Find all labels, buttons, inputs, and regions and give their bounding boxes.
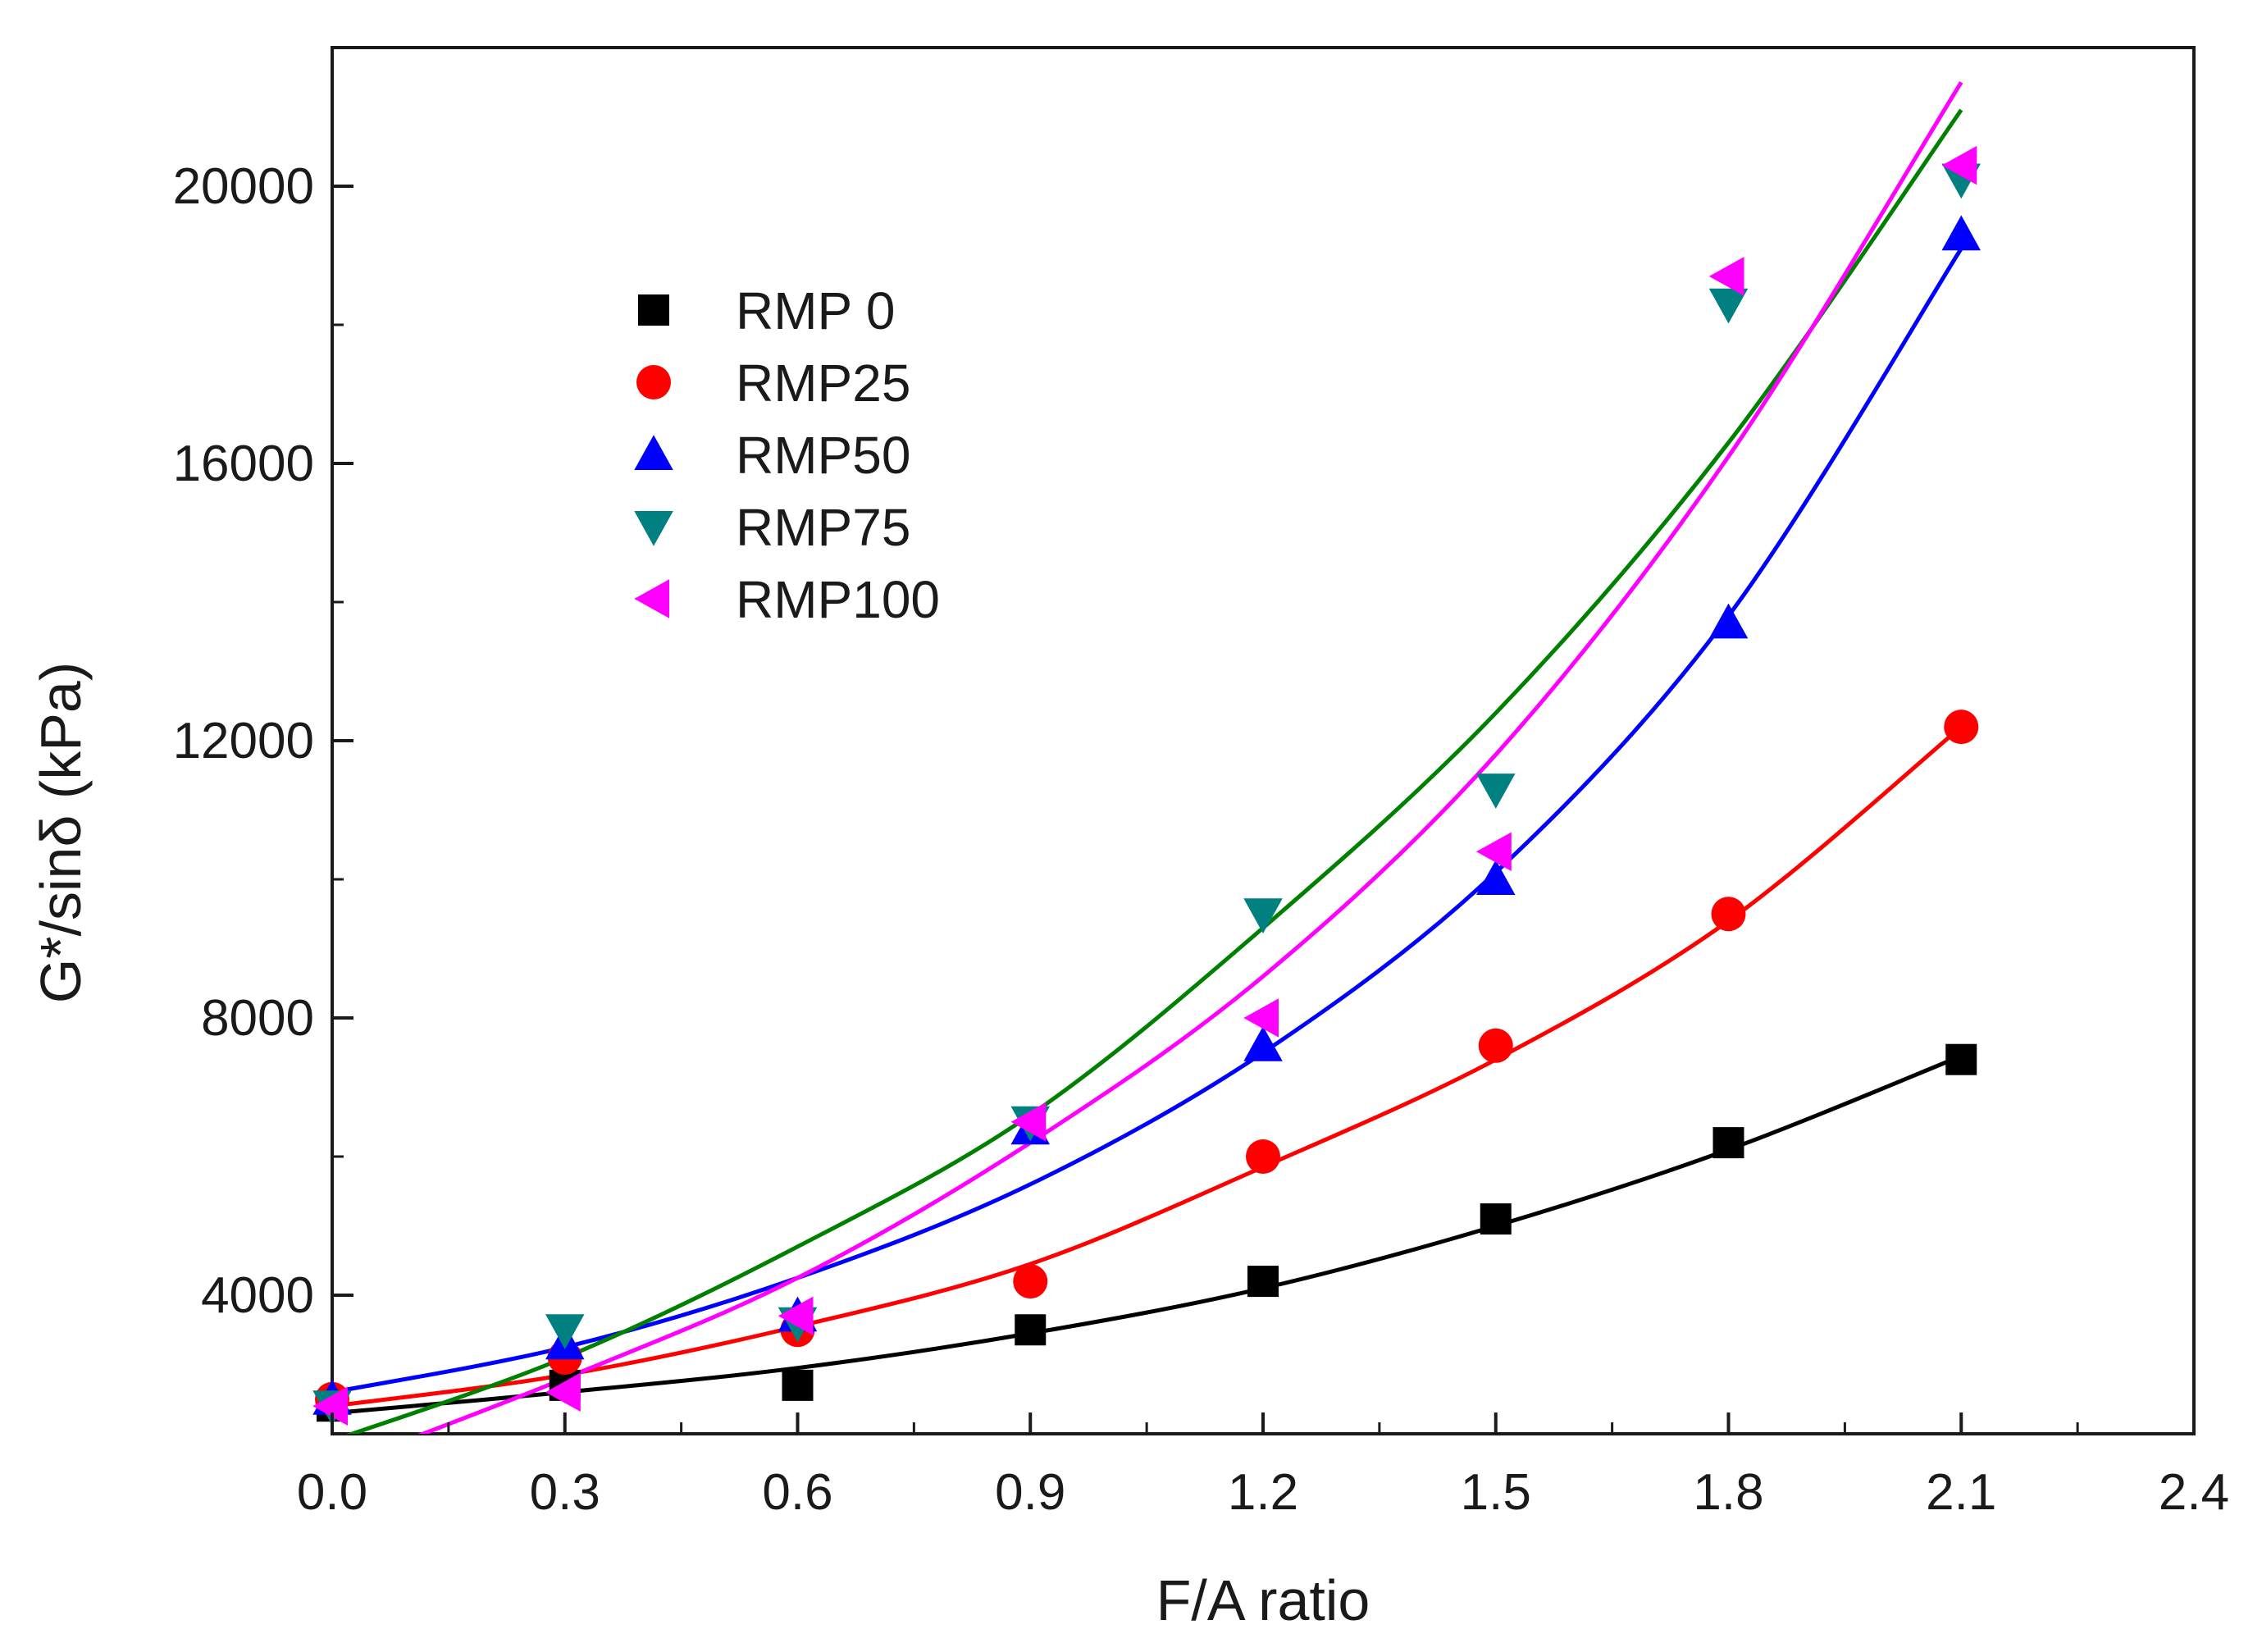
legend-label-rmp25: RMP25 xyxy=(736,354,910,413)
plot-frame xyxy=(331,46,2196,1435)
fit-curve-rmp75 xyxy=(345,108,1963,1434)
data-point-rmp100 xyxy=(1941,145,1977,185)
x-tick-label: 2.1 xyxy=(1926,1464,1996,1521)
legend-marker-rmp75 xyxy=(634,511,673,546)
plot-border xyxy=(331,46,2196,1435)
data-point-rmp100 xyxy=(312,1386,348,1426)
data-point-rmp0 xyxy=(1945,1043,1977,1075)
legend-label-rmp50: RMP50 xyxy=(736,426,910,485)
y-tick-label: 4000 xyxy=(201,1267,314,1324)
x-axis: 0.0 0.3 0.6 0.9 1.2 1.5 1.8 2.1 2.4 xyxy=(297,1412,2229,1521)
fit-curve-rmp100 xyxy=(417,80,1963,1434)
data-point-rmp50 xyxy=(1243,1026,1283,1061)
data-point-rmp75 xyxy=(545,1314,585,1349)
data-point-rmp25 xyxy=(1711,897,1746,932)
data-point-rmp25 xyxy=(1478,1028,1513,1063)
legend: RMP 0 RMP25 RMP50 RMP75 RMP100 xyxy=(634,281,940,629)
x-tick-label: 1.5 xyxy=(1461,1464,1531,1521)
legend-marker-rmp25 xyxy=(636,365,671,399)
legend-marker-rmp100 xyxy=(634,579,669,618)
legend-marker-rmp50 xyxy=(634,435,673,470)
data-point-rmp75 xyxy=(1476,774,1516,809)
x-tick-label: 0.6 xyxy=(762,1464,832,1521)
data-point-rmp100 xyxy=(545,1372,581,1412)
data-point-rmp25 xyxy=(1013,1264,1048,1299)
fit-curve-rmp50 xyxy=(332,247,1963,1394)
y-tick-label: 8000 xyxy=(201,990,314,1047)
data-point-rmp75 xyxy=(1243,898,1283,933)
data-point-rmp0 xyxy=(782,1369,814,1401)
data-point-rmp25 xyxy=(1944,710,1979,745)
y-axis: 4000 8000 12000 16000 20000 xyxy=(173,46,353,1435)
data-point-rmp100 xyxy=(1708,257,1744,296)
legend-label-rmp0: RMP 0 xyxy=(736,281,895,340)
y-tick-label: 16000 xyxy=(173,436,314,492)
fit-curve-rmp0 xyxy=(332,1054,1963,1416)
x-tick-label: 0.3 xyxy=(530,1464,600,1521)
data-point-rmp100 xyxy=(1010,1102,1047,1142)
data-point-rmp100 xyxy=(778,1296,814,1336)
data-point-rmp50 xyxy=(1476,860,1516,895)
legend-marker-rmp0 xyxy=(638,294,669,326)
x-axis-title: F/A ratio xyxy=(1156,1568,1370,1632)
legend-label-rmp75: RMP75 xyxy=(736,498,910,557)
data-point-rmp75 xyxy=(1708,288,1749,324)
data-point-rmp100 xyxy=(1243,998,1279,1038)
x-tick-label: 0.0 xyxy=(297,1464,367,1521)
y-tick-label: 12000 xyxy=(173,713,314,769)
data-point-rmp0 xyxy=(1712,1127,1744,1159)
x-tick-label: 1.8 xyxy=(1693,1464,1763,1521)
x-tick-label: 0.9 xyxy=(995,1464,1065,1521)
data-point-rmp0 xyxy=(1015,1314,1047,1346)
x-tick-label: 2.4 xyxy=(2159,1464,2229,1521)
legend-label-rmp100: RMP100 xyxy=(736,570,940,629)
data-point-rmp100 xyxy=(1476,832,1512,871)
y-tick-label: 20000 xyxy=(173,158,314,215)
data-point-rmp25 xyxy=(1246,1139,1280,1174)
data-point-rmp0 xyxy=(1480,1203,1512,1235)
data-point-rmp50 xyxy=(1708,603,1749,639)
data-markers xyxy=(312,145,1981,1426)
data-point-rmp50 xyxy=(1941,215,1981,251)
y-axis-title: G*/sinδ (kPa) xyxy=(29,662,93,1003)
x-tick-label: 1.2 xyxy=(1228,1464,1298,1521)
data-point-rmp0 xyxy=(1247,1266,1279,1298)
